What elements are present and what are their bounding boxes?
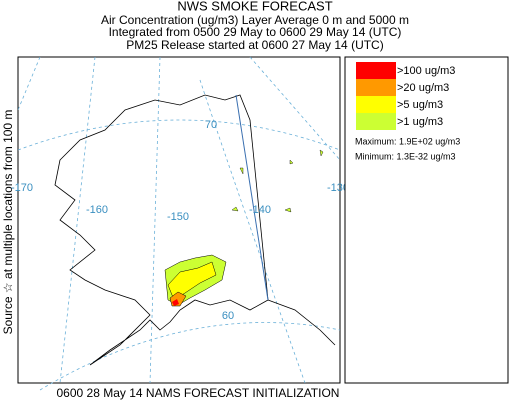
legend-label: >100 ug/m3 [397,65,455,77]
legend-swatch [356,62,396,79]
legend-swatch [356,79,396,96]
graticule-label: 70 [205,119,217,131]
plume [172,299,179,306]
graticule-label: -150 [167,211,189,223]
graticule-label: 60 [222,310,234,322]
graticule [249,56,341,161]
graticule-label: -160 [86,204,108,216]
graticule [39,322,341,391]
graticule-label: -130 [327,182,349,194]
legend-swatch [356,96,396,113]
subtitle: Air Concentration (ug/m3) Layer Average … [101,13,409,27]
coastline [54,94,269,366]
graticule-label: -170 [11,182,33,194]
graticule-label: -140 [249,204,271,216]
legend-label: >1 ug/m3 [397,116,443,128]
legend-min: Minimum: 1.3E-32 ug/m3 [355,151,456,161]
legend-label: >5 ug/m3 [397,99,443,111]
border [235,94,269,301]
side-label: Source ☆ at multiple locations from 100 … [1,110,15,335]
graticule [149,56,161,384]
map-frame [17,56,341,384]
map: 70 -170 -160 -150 -140 -130 60 [11,56,349,391]
legend: Maximum: 1.9E+02 ug/m3 Minimum: 1.3E-32 … [344,56,509,384]
subtitle: Integrated from 0500 29 May to 0600 29 M… [109,25,402,39]
legend-label: >20 ug/m3 [397,82,449,94]
title: NWS SMOKE FORECAST [177,0,332,13]
legend-swatch [356,113,396,130]
legend-max: Maximum: 1.9E+02 ug/m3 [355,136,460,146]
subtitle: PM25 Release started at 0600 27 May 14 (… [126,38,383,52]
graticule [199,79,306,384]
footer: 0600 28 May 14 NAMS FORECAST INITIALIZAT… [57,386,340,400]
graticule [17,119,341,151]
plume [231,149,324,213]
graticule [59,56,96,384]
coastline [267,299,336,346]
